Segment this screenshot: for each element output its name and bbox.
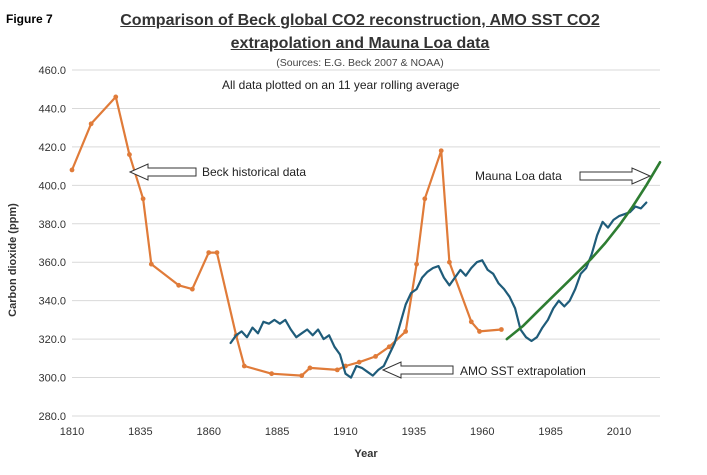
data-point-beck [69, 167, 75, 173]
data-point-beck [214, 250, 220, 256]
data-point-beck [468, 319, 474, 325]
chart-title-line-2: extrapolation and Mauna Loa data [230, 35, 490, 52]
data-point-beck [113, 94, 119, 100]
x-tick-label: 1935 [402, 426, 426, 438]
x-tick-label: 2010 [607, 426, 631, 438]
mauna-loa-arrow [579, 167, 652, 185]
annotations: Beck historical data Mauna Loa data AMO SS… [128, 163, 652, 379]
y-tick-label: 320.0 [38, 334, 66, 346]
data-point-beck [176, 282, 182, 288]
x-axis-label: Year [354, 448, 378, 460]
chart-title-line-1: Comparison of Beck global CO2 reconstruc… [120, 12, 600, 29]
data-point-beck [386, 344, 392, 350]
data-point-beck [299, 373, 305, 379]
data-point-beck [269, 371, 275, 377]
gridlines [72, 69, 660, 417]
data-point-beck [356, 359, 362, 365]
series-line-amo [229, 201, 648, 379]
y-tick-label: 300.0 [38, 373, 66, 385]
y-tick-label: 360.0 [38, 257, 66, 269]
beck-arrow [128, 163, 197, 181]
y-axis-label: Carbon dioxide (ppm) [7, 203, 19, 317]
annotation-amo: AMO SST extrapolation [460, 364, 586, 378]
figure-label: Figure 7 [6, 12, 53, 26]
y-tick-label: 420.0 [38, 142, 66, 154]
y-tick-label: 380.0 [38, 219, 66, 231]
x-tick-label: 1960 [470, 426, 494, 438]
data-point-beck [447, 259, 452, 265]
x-tick-label: 1835 [128, 426, 152, 438]
series-line-beck [70, 95, 503, 377]
data-point-beck [148, 261, 154, 267]
y-tick-label: 280.0 [38, 411, 66, 423]
data-point-beck [477, 329, 482, 334]
data-point-beck [438, 148, 444, 154]
data-point-beck [403, 329, 409, 334]
data-point-beck [498, 327, 504, 332]
x-tick-label: 1860 [197, 426, 221, 438]
data-point-beck [307, 365, 313, 371]
y-tick-label: 460.0 [38, 65, 66, 77]
data-point-beck [88, 121, 94, 127]
x-tick-label: 1910 [333, 426, 357, 438]
x-tick-label: 1885 [265, 426, 289, 438]
x-tick-labels: 1810 1835 1860 1885 1910 1935 1960 1985 2010 [60, 426, 631, 438]
data-point-beck [422, 196, 428, 202]
chart-subtitle: (Sources: E.G. Beck 2007 & NOAA) [276, 57, 444, 69]
data-point-beck [373, 354, 378, 359]
series-group [69, 94, 662, 379]
data-point-beck [189, 286, 195, 292]
annotation-beck: Beck historical data [202, 165, 306, 179]
data-point-beck [334, 367, 340, 373]
x-tick-label: 1810 [60, 426, 84, 438]
y-tick-label: 440.0 [38, 103, 66, 115]
series-line-mauna-loa [505, 161, 662, 341]
data-point-beck [140, 196, 146, 202]
data-point-beck [206, 250, 212, 256]
amo-arrow [381, 361, 454, 379]
y-tick-labels: 280.0 300.0 320.0 340.0 360.0 380.0 400.0 420.0… [38, 65, 66, 423]
chart-note: All data plotted on an 11 year rolling a… [222, 78, 460, 92]
annotation-mauna-loa: Mauna Loa data [475, 169, 562, 183]
x-tick-label: 1985 [538, 426, 562, 438]
data-point-beck [414, 261, 419, 267]
y-tick-label: 340.0 [38, 296, 66, 308]
data-point-beck [127, 152, 132, 157]
y-tick-label: 400.0 [38, 180, 66, 192]
data-point-beck [241, 363, 247, 369]
